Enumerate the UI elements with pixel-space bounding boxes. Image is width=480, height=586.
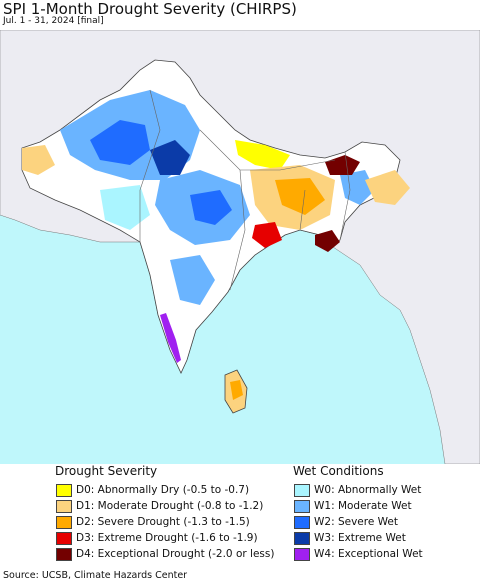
legend-item-w4: W4: Exceptional Wet — [294, 548, 474, 562]
legend-label-w0: W0: Abnormally Wet — [314, 484, 422, 496]
legend-item-d3: D3: Extreme Drought (-1.6 to -1.9) — [56, 532, 286, 546]
wet-w2-pakistan — [90, 120, 150, 165]
dry-d1-westcoast — [22, 145, 55, 175]
legend-item-w2: W2: Severe Wet — [294, 516, 474, 530]
wet-w4-westcoast — [160, 313, 181, 363]
wet-w3-punjab — [150, 140, 190, 175]
wet-w0-west — [100, 185, 150, 230]
legend-label-w1: W1: Moderate Wet — [314, 500, 412, 512]
swatch-w1 — [294, 500, 310, 513]
legend-item-d1: D1: Moderate Drought (-0.8 to -1.2) — [56, 500, 286, 514]
swatch-d4 — [56, 548, 72, 561]
swatch-w4 — [294, 548, 310, 561]
map-subtitle: Jul. 1 - 31, 2024 [final] — [3, 16, 104, 26]
legend-item-d4: D4: Exceptional Drought (-2.0 or less) — [56, 548, 286, 562]
wet-legend-title: Wet Conditions — [293, 464, 384, 478]
map-title: SPI 1-Month Drought Severity (CHIRPS) — [3, 0, 297, 18]
swatch-d2 — [56, 516, 72, 529]
legend-label-d4: D4: Exceptional Drought (-2.0 or less) — [76, 548, 275, 560]
legend: Drought Severity Wet Conditions D0: Abno… — [0, 464, 480, 568]
legend-item-d2: D2: Severe Drought (-1.3 to -1.5) — [56, 516, 286, 530]
internal-borders — [139, 89, 351, 291]
dry-d1-northeast — [365, 170, 410, 205]
legend-label-w3: W3: Extreme Wet — [314, 532, 406, 544]
drought-map — [0, 29, 480, 465]
swatch-d3 — [56, 532, 72, 545]
wet-w2-central — [190, 190, 232, 225]
footer: Source: UCSB, Climate Hazards Center — [0, 568, 480, 586]
legend-label-d3: D3: Extreme Drought (-1.6 to -1.9) — [76, 532, 258, 544]
legend-item-w1: W1: Moderate Wet — [294, 500, 474, 514]
legend-label-w2: W2: Severe Wet — [314, 516, 398, 528]
legend-label-d0: D0: Abnormally Dry (-0.5 to -0.7) — [76, 484, 250, 496]
drought-legend-title: Drought Severity — [55, 464, 158, 478]
dry-d0-north — [235, 140, 290, 170]
swatch-w0 — [294, 484, 310, 497]
legend-item-w0: W0: Abnormally Wet — [294, 484, 474, 498]
swatch-d0 — [56, 484, 72, 497]
dry-d3-jharkhand — [252, 222, 282, 248]
legend-item-d0: D0: Abnormally Dry (-0.5 to -0.7) — [56, 484, 286, 498]
legend-item-w3: W3: Extreme Wet — [294, 532, 474, 546]
dry-d4-bangladesh — [315, 230, 340, 252]
swatch-w2 — [294, 516, 310, 529]
header: SPI 1-Month Drought Severity (CHIRPS) Ju… — [0, 0, 480, 30]
swatch-d1 — [56, 500, 72, 513]
sri-lanka-d2 — [230, 380, 243, 400]
map-svg — [0, 29, 480, 465]
source-credit: Source: UCSB, Climate Hazards Center — [3, 570, 188, 581]
legend-label-d2: D2: Severe Drought (-1.3 to -1.5) — [76, 516, 250, 528]
wet-w1-south — [170, 255, 215, 305]
legend-label-w4: W4: Exceptional Wet — [314, 548, 423, 560]
dry-d2-bihar — [275, 178, 325, 215]
swatch-w3 — [294, 532, 310, 545]
legend-label-d1: D1: Moderate Drought (-0.8 to -1.2) — [76, 500, 264, 512]
